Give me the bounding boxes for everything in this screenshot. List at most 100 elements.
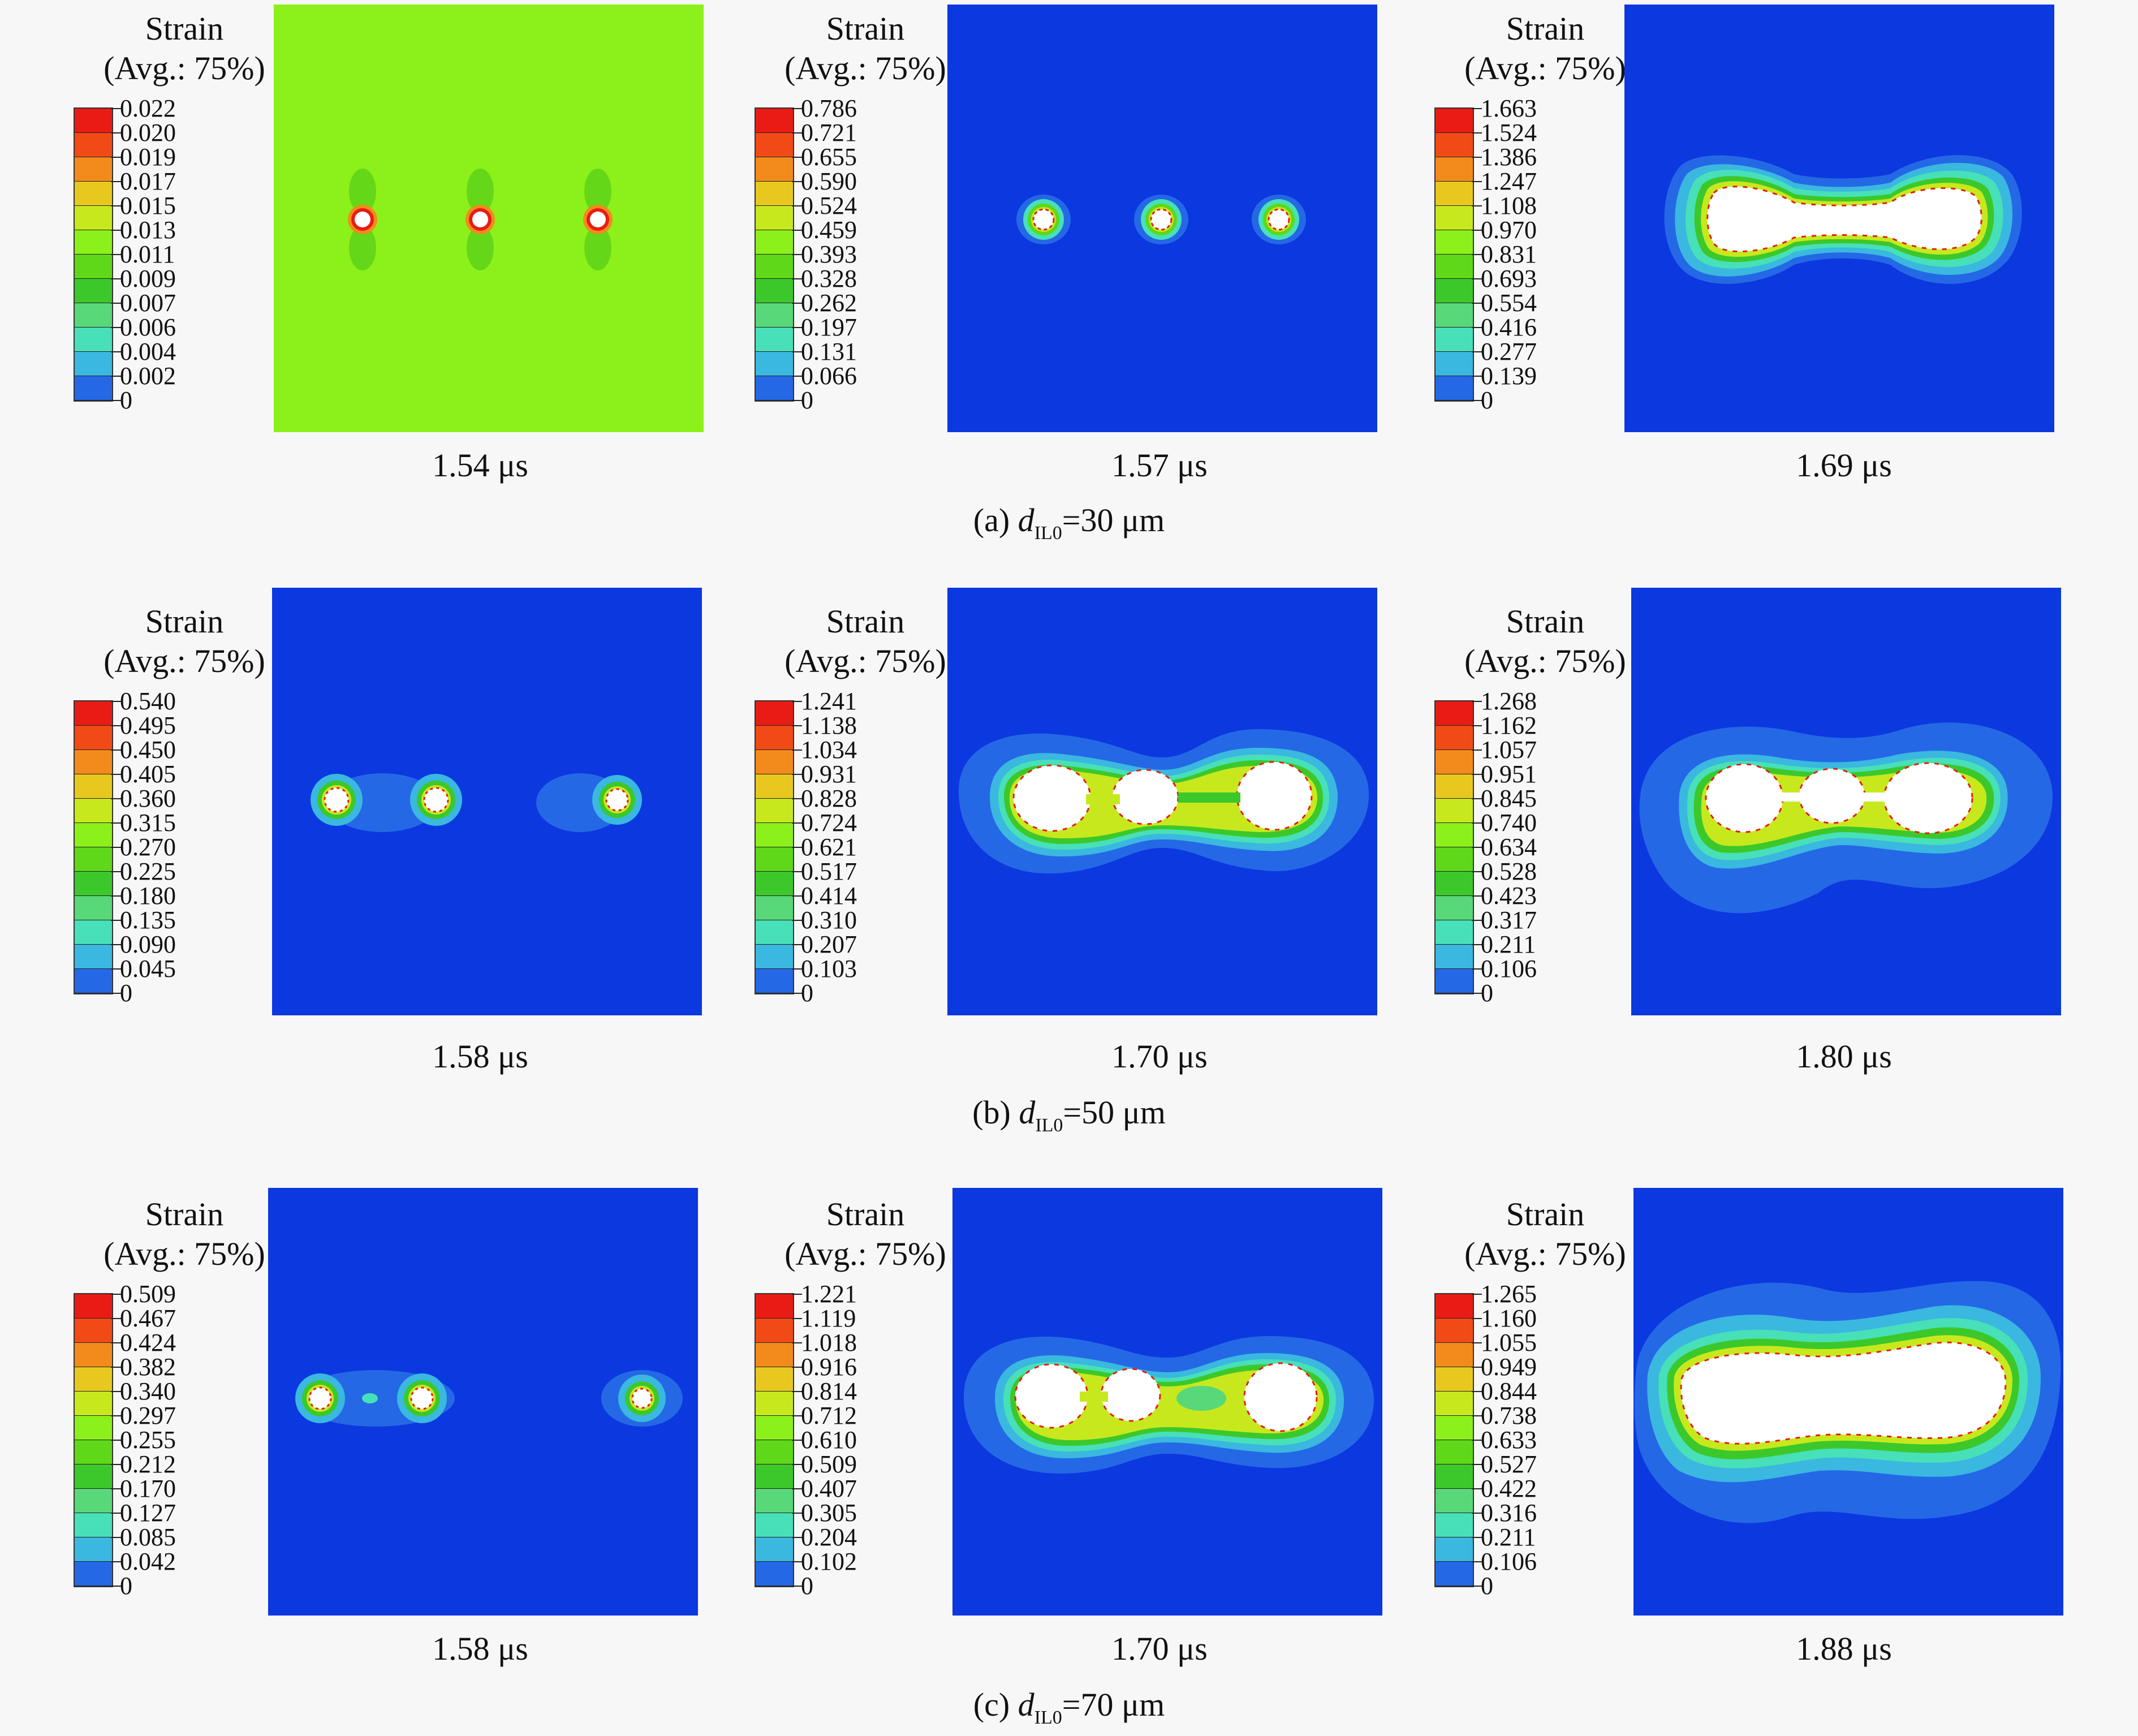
scale-tick-label: 0.007 [120,289,176,317]
scale-tick-mark [111,1537,121,1538]
row-caption-a: (a) dIL0=30 μm [0,502,2138,544]
scale-tick-mark [792,701,802,702]
scale-tick-mark [1472,1464,1482,1465]
legend-c1: Strain (Avg.: 75%) 0.509 0.467 0.424 0.382 0… [71,1191,309,1599]
scale-tick-mark [1472,108,1482,109]
scale-tick-mark [1472,1318,1482,1319]
scale-tick-mark [1472,1561,1482,1562]
legend-title: Strain [826,603,905,640]
scale-tick-label: 0.139 [1481,362,1537,390]
scale-tick-label: 0.127 [120,1499,176,1527]
scale-swatch [1436,750,1473,774]
legend-title: Strain [1506,10,1585,47]
scale-tick-mark [792,1391,802,1392]
scale-tick-mark [792,205,802,206]
legend-a3: Strain (Avg.: 75%) 1.663 1.524 1.386 1.247 1… [1432,6,1670,413]
scale-tick-mark [1472,1415,1482,1416]
scale-swatch [75,896,112,920]
scale-tick-label: 1.055 [1481,1329,1537,1356]
scale-tick-label: 0 [801,386,813,414]
legend-c3: Strain (Avg.: 75%) 1.265 1.160 1.055 0.949 0… [1432,1191,1670,1599]
scale-swatch [756,376,793,400]
contour-panel-b2 [947,588,1377,1015]
scale-swatch [1436,920,1473,945]
contour-panel-b1 [272,588,702,1015]
scale-tick-mark [111,1342,121,1343]
scale-tick-mark [792,895,802,897]
scale-tick-mark [1472,822,1482,824]
scale-swatch [1436,1513,1473,1537]
scale-swatch [756,750,793,774]
scale-swatch [75,303,112,328]
scale-tick-mark [1472,376,1482,377]
legend-b1: Strain (Avg.: 75%) 0.540 0.495 0.450 0.405 0… [71,598,309,1006]
color-scale [74,107,113,402]
color-scale [74,1293,113,1587]
scale-tick-label: 0 [1481,386,1493,414]
scale-swatch [1436,157,1473,182]
scale-tick-mark [1472,847,1482,848]
contour-panel-c1 [268,1188,698,1616]
scale-tick-mark [1472,1391,1482,1392]
scale-swatch [1436,1464,1473,1489]
scale-tick-label: 0.009 [120,265,176,292]
scale-swatch [75,230,112,255]
legend-subtitle: (Avg.: 75%) [104,643,265,679]
scale-tick-mark [111,822,121,824]
scale-swatch [75,1392,112,1416]
legend-title: Strain [1506,603,1585,640]
scale-tick-mark [111,351,121,352]
scale-swatch [756,352,793,376]
scale-tick-label: 0.724 [801,809,857,837]
scale-tick-mark [792,254,802,255]
legend-b2: Strain (Avg.: 75%) 1.241 1.138 1.034 0.931 0… [752,598,990,1006]
scale-tick-mark [111,1391,121,1392]
scale-swatch [75,1319,112,1343]
scale-tick-label: 0.416 [1481,313,1537,341]
contour-panel-a2 [947,5,1377,432]
scale-tick-label: 0.528 [1481,858,1537,885]
scale-swatch [1436,109,1473,133]
legend-title: Strain [826,10,905,47]
scale-tick-mark [792,847,802,848]
scale-swatch [75,1343,112,1367]
scale-tick-label: 0.467 [120,1304,176,1332]
scale-tick-label: 0.554 [1481,289,1537,317]
scale-tick-label: 0.527 [1481,1450,1537,1478]
legend-title: Strain [826,1196,905,1233]
time-label-b3: 1.80 μs [1796,1038,1892,1075]
scale-tick-label: 0.610 [801,1426,857,1454]
scale-swatch [756,1392,793,1416]
color-scale [755,107,794,402]
scale-tick-label: 0.211 [1481,1523,1536,1551]
scale-tick-mark [792,968,802,970]
scale-swatch [75,376,112,400]
scale-swatch [1436,726,1473,750]
scale-swatch [756,328,793,352]
scale-tick-label: 0.738 [1481,1402,1537,1429]
scale-tick-label: 0.212 [120,1450,176,1478]
scale-tick-label: 0.170 [120,1475,176,1502]
scale-tick-label: 1.524 [1481,119,1537,147]
scale-tick-mark [1472,278,1482,279]
scale-tick-label: 0.006 [120,313,176,341]
scale-tick-label: 1.241 [801,687,857,715]
scale-tick-label: 0.270 [120,833,176,861]
scale-tick-label: 1.034 [801,736,857,764]
time-label-a3: 1.69 μs [1796,447,1892,484]
scale-tick-label: 0.712 [801,1402,857,1429]
color-scale [1434,700,1474,994]
scale-tick-mark [1472,351,1482,352]
scale-swatch [1436,1489,1473,1513]
scale-tick-label: 0.949 [1481,1353,1537,1381]
legend-subtitle: (Avg.: 75%) [1464,1235,1626,1272]
scale-tick-mark [1472,205,1482,206]
scale-tick-label: 0.517 [801,858,857,885]
scale-tick-label: 0.845 [1481,785,1537,812]
legend-subtitle: (Avg.: 75%) [104,50,265,87]
scale-swatch [756,303,793,328]
scale-tick-mark [111,1513,121,1514]
scale-swatch [75,206,112,230]
scale-tick-label: 1.057 [1481,736,1537,764]
scale-swatch [756,1416,793,1440]
